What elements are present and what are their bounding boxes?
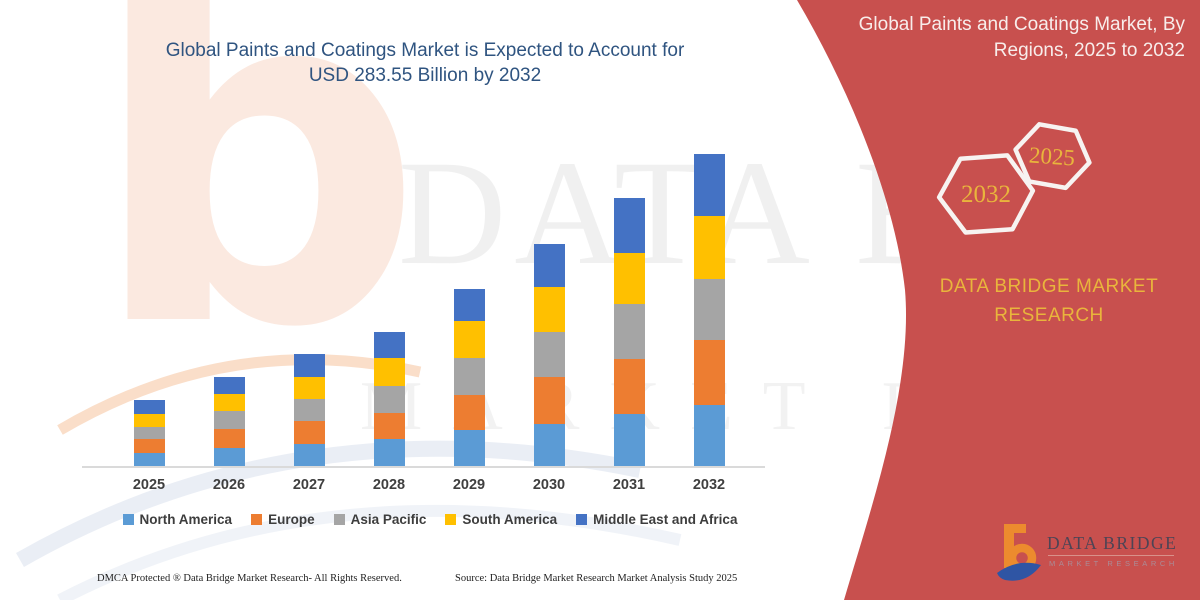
bar-segment — [133, 413, 165, 427]
panel-title-line1: Global Paints and Coatings Market, By — [858, 14, 1185, 35]
bar-segment — [213, 411, 245, 429]
bar-segment — [213, 448, 245, 466]
bar-2029 — [453, 288, 485, 466]
source-note: Source: Data Bridge Market Research Mark… — [455, 573, 738, 584]
bar-segment — [453, 430, 485, 466]
watermark-b-logo-icon: b — [88, 0, 425, 430]
brand-wordmark: DATA BRIDGE MARKET RESEARCH — [939, 276, 1159, 326]
legend-item: Asia Pacific — [333, 512, 427, 527]
bar-segment — [373, 412, 405, 439]
bar-segment — [293, 377, 325, 399]
legend-label: South America — [462, 512, 558, 527]
panel-title: Global Paints and Coatings Market, By Re… — [815, 12, 1185, 64]
bar-2030 — [533, 243, 565, 466]
bar-segment — [133, 453, 165, 466]
bar-segment — [373, 332, 405, 359]
bar-segment — [213, 377, 245, 394]
bar-segment — [693, 404, 725, 466]
bar-segment — [533, 377, 565, 424]
chart-legend: North America Europe Asia Pacific South Ame… — [60, 512, 800, 527]
dmca-notice: DMCA Protected ® Data Bridge Market Rese… — [97, 573, 402, 584]
legend-swatch-icon — [122, 514, 134, 525]
logo-divider — [1048, 555, 1174, 556]
bar-segment — [133, 439, 165, 453]
databridge-logo-icon — [997, 524, 1041, 581]
legend-swatch-icon — [333, 514, 345, 525]
bar-segment — [533, 243, 565, 288]
bar-segment — [453, 357, 485, 395]
bar-segment — [293, 444, 325, 466]
legend-swatch-icon — [576, 514, 588, 525]
bar-segment — [693, 216, 725, 279]
bar-2032 — [693, 154, 725, 466]
x-axis-label-2025: 2025 — [132, 477, 166, 493]
legend-label: Middle East and Africa — [593, 512, 738, 527]
legend-label: North America — [139, 512, 233, 527]
bar-segment — [133, 400, 165, 414]
panel-title-line2: Regions, 2025 to 2032 — [993, 40, 1185, 61]
bar-segment — [613, 198, 645, 254]
bar-segment — [453, 321, 485, 358]
x-axis-label-2030: 2030 — [532, 477, 566, 493]
legend-label: Asia Pacific — [350, 512, 427, 527]
logo-tagline-text: MARKET RESEARCH — [1049, 559, 1178, 568]
x-axis-label-2032: 2032 — [692, 477, 726, 493]
bar-segment — [613, 303, 645, 359]
logo-name-text: DATA BRIDGE — [1047, 533, 1178, 553]
x-axis-label-2029: 2029 — [452, 477, 486, 493]
bar-segment — [373, 438, 405, 466]
databridge-logo: DATA BRIDGE MARKET RESEARCH — [995, 522, 1200, 588]
x-axis-line — [82, 466, 765, 468]
bar-segment — [613, 358, 645, 414]
legend-item: South America — [445, 512, 557, 527]
bar-segment — [533, 423, 565, 466]
bar-2028 — [373, 332, 405, 466]
bar-2026 — [213, 377, 245, 466]
hexagon-badge-2032: 2032 — [936, 153, 1036, 235]
x-axis-label-2027: 2027 — [292, 477, 326, 493]
bar-2025 — [133, 400, 165, 466]
bar-segment — [293, 354, 325, 377]
bar-segment — [613, 414, 645, 466]
legend-swatch-icon — [251, 514, 263, 525]
bar-segment — [533, 287, 565, 332]
bar-2031 — [613, 198, 645, 466]
bar-segment — [453, 395, 485, 430]
hexagon-badge-2025: 2025 — [1013, 122, 1092, 191]
legend-label: Europe — [268, 512, 315, 527]
legend-item: Europe — [251, 512, 315, 527]
bar-segment — [693, 154, 725, 216]
bar-segment — [213, 393, 245, 411]
bar-segment — [613, 253, 645, 304]
bar-segment — [133, 427, 165, 439]
legend-item: North America — [122, 512, 233, 527]
bar-segment — [293, 399, 325, 421]
bar-segment — [373, 386, 405, 413]
legend-swatch-icon — [445, 514, 457, 525]
bar-segment — [213, 429, 245, 448]
bar-segment — [453, 288, 485, 321]
legend-item: Middle East and Africa — [576, 512, 737, 527]
bar-segment — [693, 340, 725, 405]
x-axis-label-2028: 2028 — [372, 477, 406, 493]
bar-segment — [293, 421, 325, 444]
x-axis-label-2026: 2026 — [212, 477, 246, 493]
bar-segment — [533, 331, 565, 377]
hexagon-2032-label: 2032 — [961, 181, 1011, 208]
hexagon-2025-label: 2025 — [1028, 142, 1076, 170]
bar-segment — [693, 278, 725, 340]
x-axis-label-2031: 2031 — [612, 477, 646, 493]
chart-title-line1: Global Paints and Coatings Market is Exp… — [165, 40, 685, 61]
bar-2027 — [293, 354, 325, 466]
bar-segment — [373, 358, 405, 386]
chart-title: Global Paints and Coatings Market is Exp… — [95, 38, 755, 88]
chart-title-line2: USD 283.55 Billion by 2032 — [308, 65, 542, 86]
